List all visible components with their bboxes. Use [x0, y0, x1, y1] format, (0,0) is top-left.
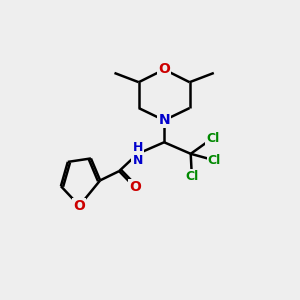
Text: O: O: [74, 199, 85, 213]
Text: Cl: Cl: [185, 170, 199, 183]
Text: N: N: [158, 113, 170, 127]
Text: H: H: [132, 141, 143, 154]
Text: Cl: Cl: [206, 132, 219, 145]
Text: Cl: Cl: [208, 154, 221, 167]
Text: O: O: [158, 62, 170, 76]
Text: N: N: [132, 154, 143, 167]
Text: O: O: [129, 180, 141, 194]
